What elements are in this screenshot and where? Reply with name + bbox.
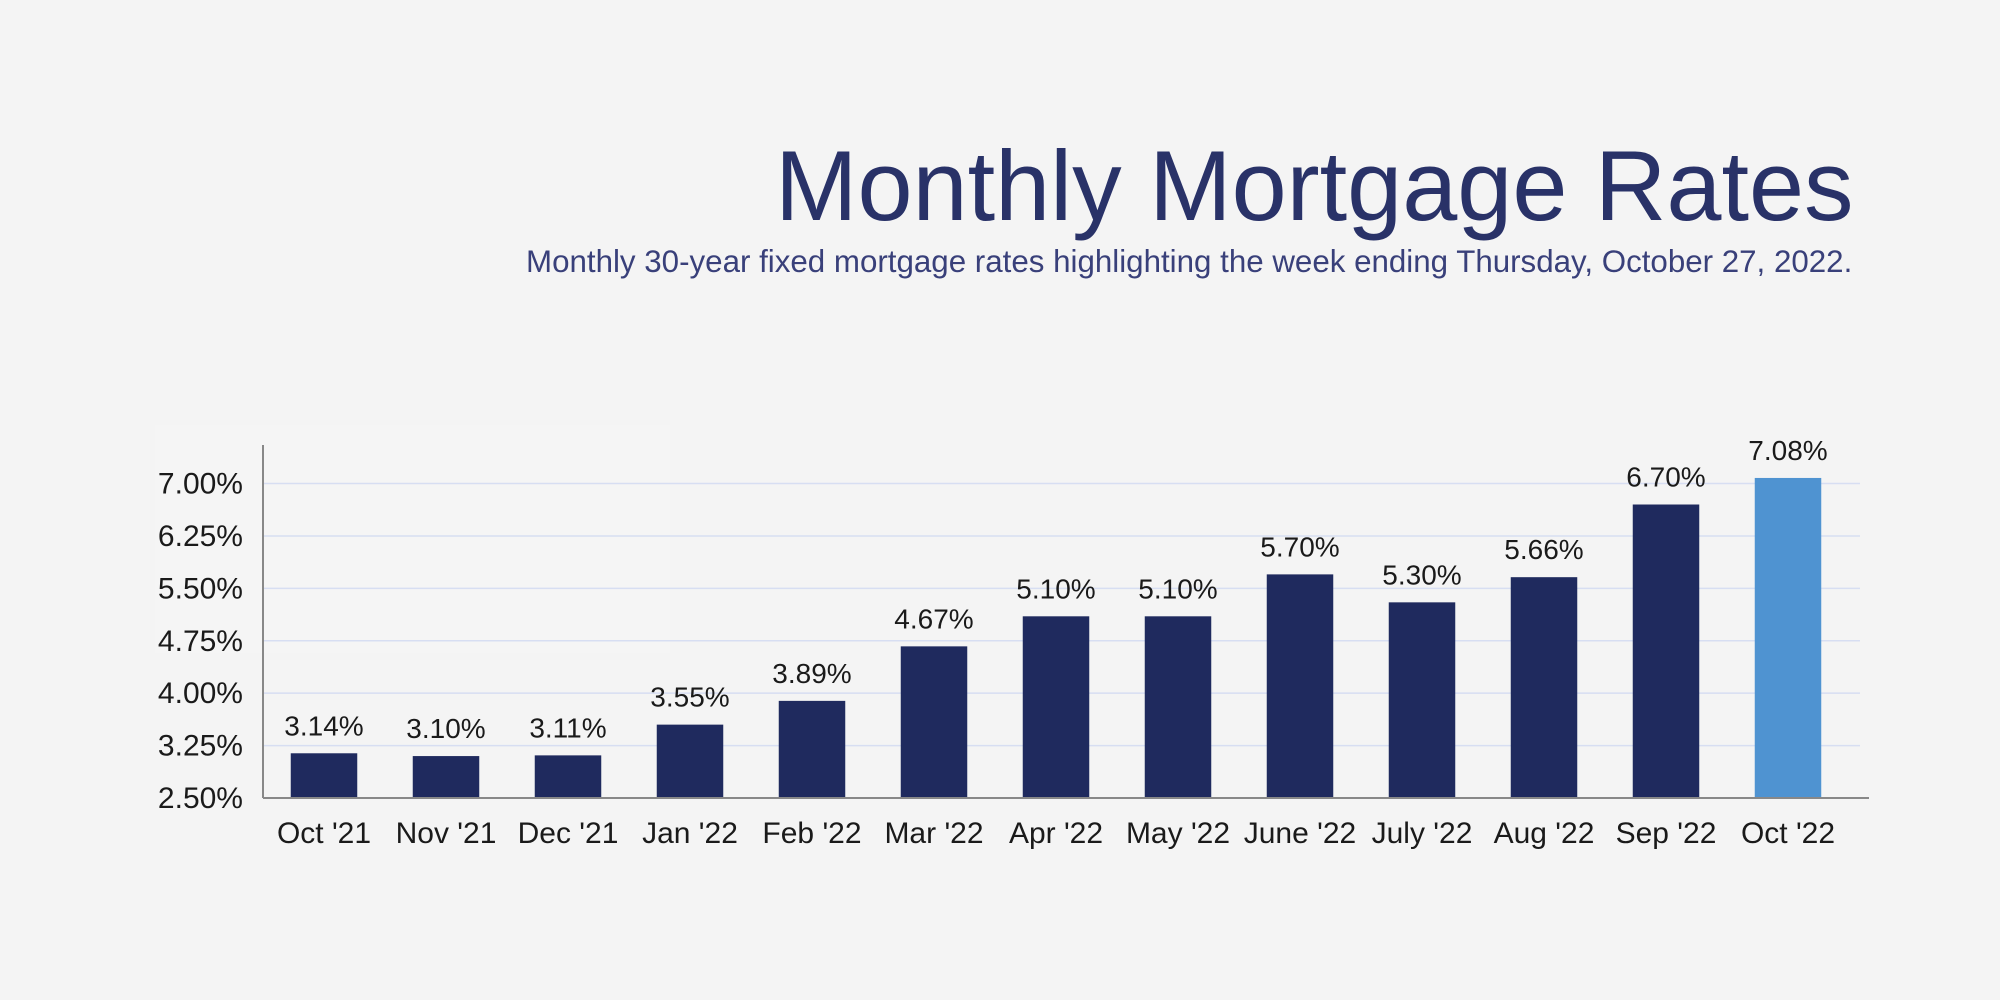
svg-text:4.00%: 4.00% (158, 677, 243, 710)
svg-text:6.25%: 6.25% (158, 520, 243, 553)
svg-text:Jan '22: Jan '22 (642, 817, 738, 850)
svg-text:5.10%: 5.10% (1016, 573, 1095, 604)
svg-text:4.75%: 4.75% (158, 625, 243, 658)
svg-text:6.70%: 6.70% (1626, 462, 1705, 493)
svg-text:3.89%: 3.89% (772, 658, 851, 689)
svg-text:May '22: May '22 (1126, 817, 1230, 850)
svg-text:5.50%: 5.50% (158, 572, 243, 605)
svg-text:Apr '22: Apr '22 (1009, 817, 1103, 850)
svg-text:Oct '21: Oct '21 (277, 817, 371, 850)
svg-text:Feb '22: Feb '22 (762, 817, 861, 850)
svg-text:Nov '21: Nov '21 (396, 817, 497, 850)
svg-text:Aug '22: Aug '22 (1494, 817, 1595, 850)
svg-text:2.50%: 2.50% (158, 782, 243, 815)
svg-text:3.25%: 3.25% (158, 730, 243, 763)
svg-text:5.10%: 5.10% (1138, 573, 1217, 604)
svg-text:3.55%: 3.55% (650, 682, 729, 713)
svg-text:7.08%: 7.08% (1748, 435, 1827, 466)
svg-text:5.70%: 5.70% (1260, 531, 1339, 562)
svg-text:7.00%: 7.00% (158, 468, 243, 501)
svg-text:5.30%: 5.30% (1382, 559, 1461, 590)
svg-text:Mar '22: Mar '22 (884, 817, 983, 850)
svg-text:July '22: July '22 (1372, 817, 1473, 850)
svg-text:Sep '22: Sep '22 (1616, 817, 1717, 850)
svg-text:4.67%: 4.67% (894, 603, 973, 634)
svg-text:3.14%: 3.14% (284, 710, 363, 741)
svg-text:3.11%: 3.11% (529, 712, 606, 743)
svg-text:3.10%: 3.10% (406, 713, 485, 744)
svg-text:Dec '21: Dec '21 (518, 817, 619, 850)
svg-text:June '22: June '22 (1244, 817, 1357, 850)
svg-text:5.66%: 5.66% (1504, 534, 1583, 565)
svg-text:Oct '22: Oct '22 (1741, 817, 1835, 850)
